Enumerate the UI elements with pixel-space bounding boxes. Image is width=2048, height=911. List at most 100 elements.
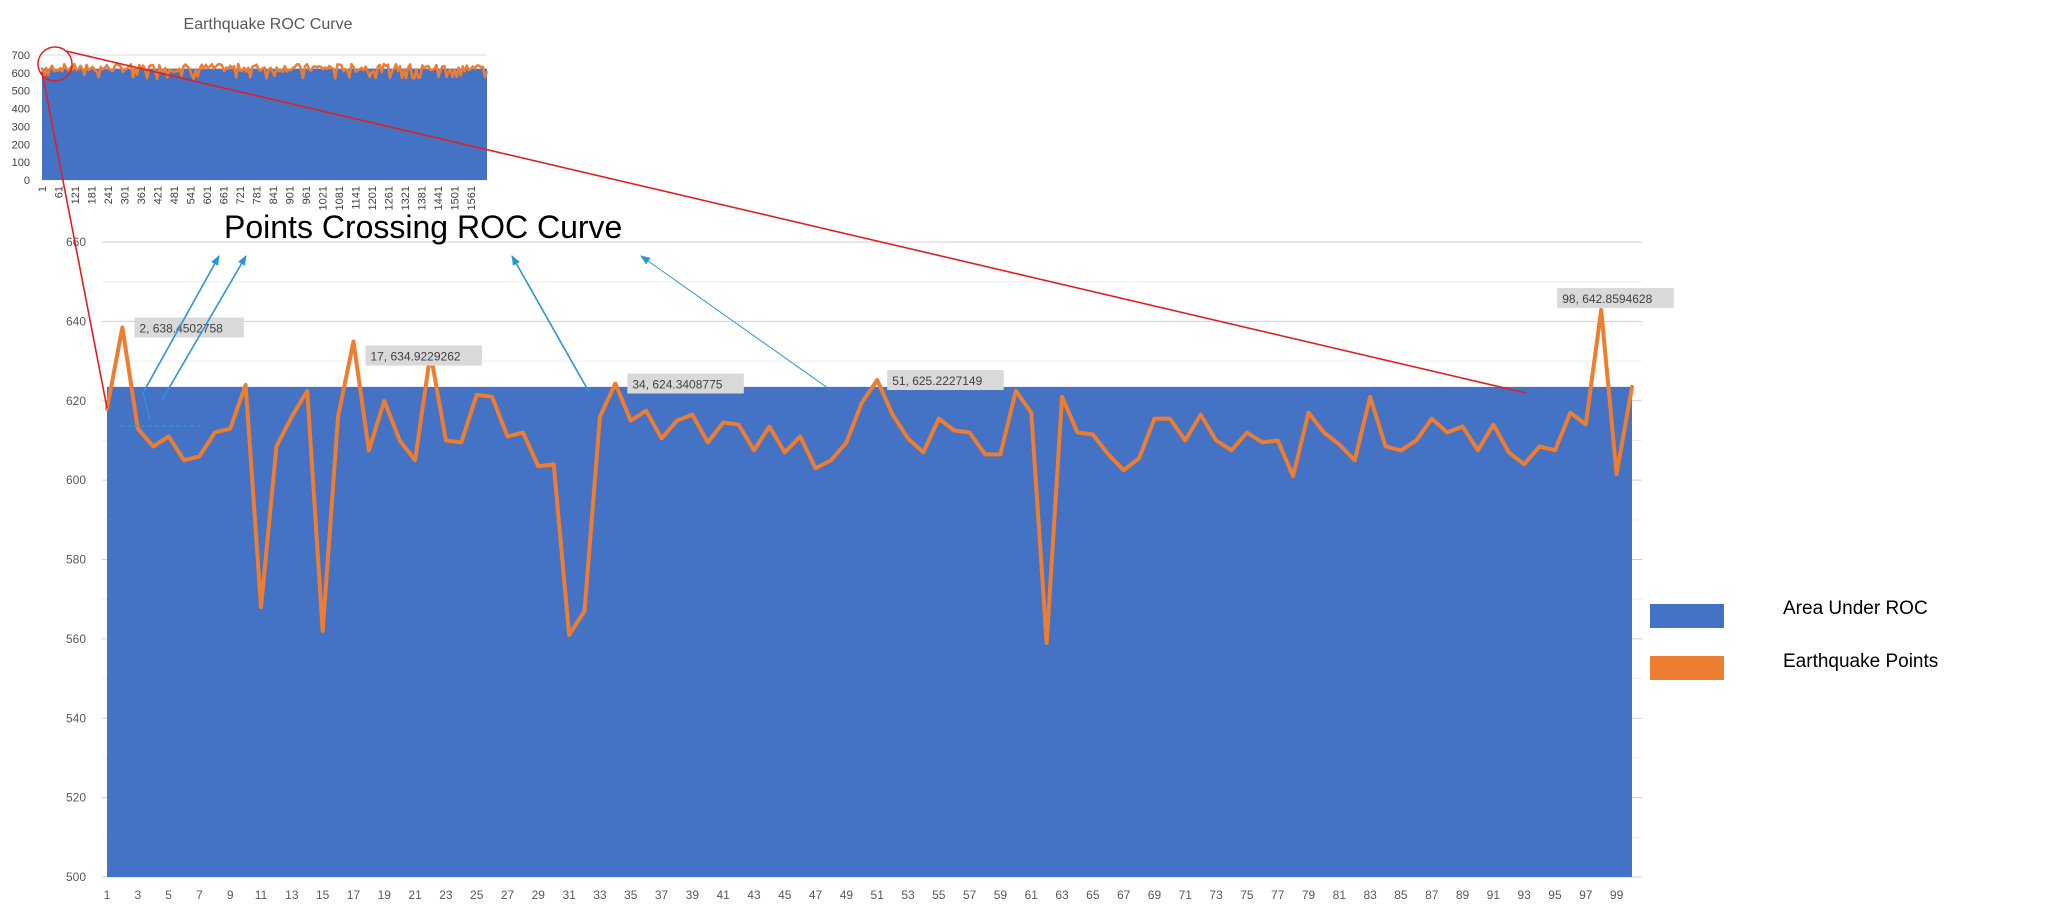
mini-x-tick-label: 1 <box>37 186 49 192</box>
data-label: 51, 625.2227149 <box>892 374 982 388</box>
x-tick-label: 29 <box>532 888 546 902</box>
y-tick-label: 540 <box>66 711 86 725</box>
x-tick-label: 37 <box>655 888 669 902</box>
data-label: 17, 634.9229262 <box>370 350 460 364</box>
x-tick-label: 69 <box>1148 888 1162 902</box>
zoom-line-left <box>41 71 108 409</box>
x-tick-label: 85 <box>1394 888 1408 902</box>
mini-chart: Earthquake ROC Curve 0 100 200 300 400 500 600… <box>12 16 489 210</box>
x-tick-label: 81 <box>1333 888 1347 902</box>
x-tick-label: 35 <box>624 888 638 902</box>
legend-label-area: Area Under ROC <box>1783 598 1928 619</box>
x-tick-label: 91 <box>1487 888 1501 902</box>
x-tick-label: 77 <box>1271 888 1285 902</box>
pointer-arrow <box>161 255 247 401</box>
x-tick-label: 87 <box>1425 888 1439 902</box>
pointer-arrow <box>142 255 220 394</box>
mini-y-axis: 0 100 200 300 400 500 600 700 <box>12 50 30 187</box>
x-tick-label: 65 <box>1086 888 1100 902</box>
x-tick-label: 61 <box>1025 888 1039 902</box>
legend-label-points: Earthquake Points <box>1783 651 1938 672</box>
mini-earthquake-line <box>40 62 489 81</box>
y-tick-label: 620 <box>66 394 86 408</box>
mini-x-tick-label: 1261 <box>383 186 395 210</box>
legend-swatch-area <box>1650 604 1724 628</box>
x-tick-label: 5 <box>165 888 172 902</box>
mini-x-tick-label: 721 <box>235 186 247 204</box>
pointer-arrow <box>640 255 833 392</box>
x-tick-label: 75 <box>1240 888 1254 902</box>
x-tick-label: 89 <box>1456 888 1470 902</box>
x-tick-label: 3 <box>134 888 141 902</box>
mini-x-tick-label: 901 <box>284 186 296 204</box>
mini-x-tick-label: 361 <box>136 186 148 204</box>
mini-area-under-roc <box>42 68 487 180</box>
y-tick-label: 580 <box>66 553 86 567</box>
data-label: 98, 642.8594628 <box>1562 292 1652 306</box>
x-tick-label: 49 <box>840 888 854 902</box>
mini-y-tick-label: 100 <box>12 157 30 169</box>
x-tick-label: 33 <box>593 888 607 902</box>
data-label: 34, 624.3408775 <box>632 378 722 392</box>
y-tick-label: 640 <box>66 314 86 328</box>
x-tick-label: 9 <box>227 888 234 902</box>
mini-y-tick-label: 700 <box>12 50 30 62</box>
annotations <box>37 46 1527 427</box>
x-tick-label: 55 <box>932 888 946 902</box>
mini-x-tick-label: 841 <box>268 186 280 204</box>
x-tick-label: 47 <box>809 888 823 902</box>
mini-y-tick-label: 200 <box>12 139 30 151</box>
mini-x-tick-label: 781 <box>251 186 263 204</box>
zoom-circle <box>37 46 73 82</box>
area-under-roc-fill <box>107 386 1632 877</box>
x-tick-label: 73 <box>1209 888 1223 902</box>
y-tick-label: 600 <box>66 473 86 487</box>
mini-x-tick-label: 961 <box>301 186 313 204</box>
mini-y-tick-label: 300 <box>12 121 30 133</box>
x-tick-label: 41 <box>716 888 730 902</box>
mini-earthquake-points-series <box>40 62 489 81</box>
x-tick-label: 31 <box>562 888 576 902</box>
data-label-box <box>1557 288 1674 309</box>
main-area-under-roc <box>107 386 1632 877</box>
main-chart-title: Points Crossing ROC Curve <box>224 209 622 245</box>
data-label-box <box>365 345 482 366</box>
mini-x-tick-label: 181 <box>86 186 98 204</box>
main-earthquake-line <box>105 308 1634 645</box>
data-label-box <box>887 370 1004 391</box>
mini-x-tick-label: 1381 <box>416 186 428 210</box>
mini-x-tick-label: 541 <box>185 186 197 204</box>
data-label-box <box>134 317 244 338</box>
x-tick-label: 25 <box>470 888 484 902</box>
x-tick-label: 45 <box>778 888 792 902</box>
mini-y-tick-label: 400 <box>12 104 30 116</box>
main-y-axis: 500 520 540 560 580 600 620 640 660 <box>66 235 86 884</box>
x-tick-label: 95 <box>1548 888 1562 902</box>
x-tick-label: 63 <box>1055 888 1069 902</box>
mini-x-tick-label: 1141 <box>350 186 362 210</box>
mini-x-axis: 1 61 121 181 241 301 361 421 481 541 601 661 721 781 8… <box>37 186 478 210</box>
zoom-line-right <box>65 50 1527 394</box>
mini-y-tick-label: 600 <box>12 68 30 80</box>
x-tick-label: 71 <box>1179 888 1193 902</box>
x-tick-label: 1 <box>104 888 111 902</box>
mini-x-tick-label: 661 <box>218 186 230 204</box>
x-tick-label: 59 <box>994 888 1008 902</box>
mini-x-tick-label: 1021 <box>317 186 329 210</box>
y-tick-label: 520 <box>66 791 86 805</box>
pointer-arrow-stub <box>142 392 151 421</box>
x-tick-label: 43 <box>747 888 761 902</box>
mini-x-tick-label: 421 <box>152 186 164 204</box>
mini-y-tick-label: 500 <box>12 86 30 98</box>
x-tick-label: 51 <box>871 888 885 902</box>
x-tick-label: 93 <box>1517 888 1531 902</box>
x-tick-label: 67 <box>1117 888 1131 902</box>
x-tick-label: 17 <box>347 888 361 902</box>
mini-x-tick-label: 481 <box>169 186 181 204</box>
y-tick-label: 560 <box>66 632 86 646</box>
earthquake-points-series <box>105 308 1634 645</box>
x-tick-label: 57 <box>963 888 977 902</box>
y-tick-label: 500 <box>66 870 86 884</box>
